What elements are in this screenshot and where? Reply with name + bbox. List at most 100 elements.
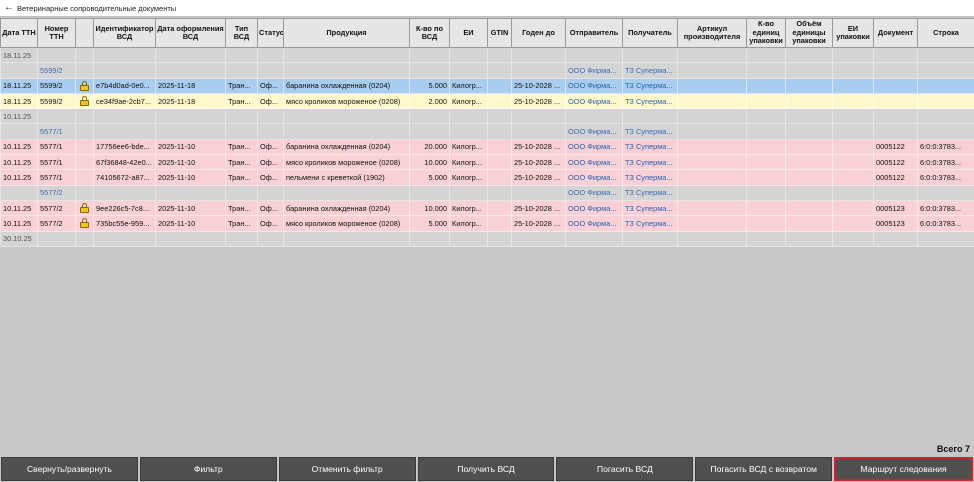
table-cell	[487, 92, 512, 110]
redeem-vsd-button[interactable]: Погасить ВСД	[556, 457, 694, 481]
table-cell	[832, 230, 874, 247]
table-cell	[677, 92, 747, 110]
column-header[interactable]: Дата оформления ВСД	[155, 18, 226, 48]
table-cell: Оф...	[257, 77, 284, 94]
table-cell: пельмени с креветкой (1902)	[283, 169, 410, 186]
table-cell	[677, 184, 747, 201]
table-cell: Оф...	[257, 199, 284, 217]
filter-button[interactable]: Фильтр	[139, 457, 277, 481]
column-header[interactable]: Документ	[873, 18, 918, 48]
column-header[interactable]: Дата ТТН	[0, 18, 38, 48]
column-header[interactable]: Годен до	[511, 18, 566, 48]
table-cell	[487, 138, 512, 156]
date-group-row[interactable]: 30.10.25	[0, 230, 974, 247]
ttn-group-row[interactable]: 5599/2 ООО Фирма... ТЗ Суперма...	[0, 62, 974, 79]
table-cell	[155, 108, 226, 125]
table-cell	[917, 62, 974, 79]
table-cell	[785, 215, 833, 232]
column-header[interactable]: Статус	[257, 18, 284, 48]
table-cell	[257, 184, 284, 201]
column-header[interactable]: Артикул производителя	[677, 18, 747, 48]
table-cell: ООО Фирма...	[565, 92, 623, 110]
table-cell	[917, 46, 974, 64]
column-header[interactable]: К-во по ВСД	[409, 18, 450, 48]
table-cell	[37, 230, 76, 247]
table-cell	[225, 46, 258, 64]
table-cell: Килогр...	[449, 154, 488, 171]
table-cell	[832, 169, 874, 186]
column-header[interactable]: GTIN	[487, 18, 512, 48]
table-cell	[409, 184, 450, 201]
table-cell: 9ee226c5-7c8...	[93, 199, 156, 217]
column-header[interactable]: Тип ВСД	[225, 18, 258, 48]
column-header[interactable]: Получатель	[622, 18, 678, 48]
table-cell	[409, 62, 450, 79]
table-cell: 5599/2	[37, 92, 76, 110]
table-cell	[155, 62, 226, 79]
table-cell: ТЗ Суперма...	[622, 92, 678, 110]
column-header[interactable]	[75, 18, 94, 48]
column-header[interactable]: Строка	[917, 18, 974, 48]
table-row[interactable]: 10.11.25 5577/1 67f36848-42e0... 2025-11-10…	[0, 154, 974, 171]
table-cell: 10.11.25	[0, 199, 38, 217]
date-group-row[interactable]: 18.11.25	[0, 46, 974, 64]
ttn-group-row[interactable]: 5577/2 ООО Фирма... ТЗ Суперма...	[0, 184, 974, 201]
table-cell	[677, 46, 747, 64]
table-cell	[565, 230, 623, 247]
table-cell: Оф...	[257, 169, 284, 186]
table-cell	[487, 154, 512, 171]
table-row[interactable]: 10.11.25 5577/1 17756ee6-bde... 2025-11-10 Т…	[0, 138, 974, 156]
column-header[interactable]: Идентификатор ВСД	[93, 18, 156, 48]
table-cell	[409, 46, 450, 64]
vsd-grid-container[interactable]: Дата ТТН Номер ТТН Идентификатор ВСД Дата о…	[0, 18, 974, 446]
ttn-group-row[interactable]: 5577/1 ООО Фирма... ТЗ Суперма...	[0, 123, 974, 140]
column-header[interactable]: Номер ТТН	[37, 18, 76, 48]
table-cell	[677, 154, 747, 171]
table-cell	[873, 184, 918, 201]
get-vsd-button[interactable]: Получить ВСД	[417, 457, 555, 481]
table-cell	[832, 138, 874, 156]
column-header[interactable]: ЕИ упаковки	[832, 18, 874, 48]
column-header[interactable]: Продукция	[283, 18, 410, 48]
table-cell	[746, 169, 786, 186]
column-header[interactable]: Отправитель	[565, 18, 623, 48]
table-cell	[511, 46, 566, 64]
table-cell	[565, 46, 623, 64]
table-cell	[257, 123, 284, 140]
table-cell	[622, 46, 678, 64]
column-header[interactable]: ЕИ	[449, 18, 488, 48]
column-header[interactable]: Объём единицы упаковки	[785, 18, 833, 48]
table-cell	[93, 108, 156, 125]
table-cell	[75, 92, 94, 110]
date-group-row[interactable]: 10.11.25	[0, 108, 974, 125]
collapse-expand-button[interactable]: Свернуть/развернуть	[1, 457, 138, 481]
route-button[interactable]: Маршрут следования	[834, 457, 974, 481]
column-header[interactable]: К-во единиц упаковки	[746, 18, 786, 48]
table-cell	[832, 62, 874, 79]
table-cell	[75, 138, 94, 156]
table-row[interactable]: 18.11.25 5599/2 ce34f9ae-2cb7... 2025-11-18…	[0, 92, 974, 110]
table-row[interactable]: 10.11.25 5577/2 735bc55e-959... 2025-11-10 Т…	[0, 215, 974, 232]
arrow-left-icon[interactable]: ←	[4, 2, 14, 13]
table-cell: 74105672-a87...	[93, 169, 156, 186]
table-cell	[449, 108, 488, 125]
redeem-vsd-return-button[interactable]: Погасить ВСД с возвратом	[695, 457, 833, 481]
table-cell	[225, 62, 258, 79]
table-cell	[449, 123, 488, 140]
table-row[interactable]: 18.11.25 5599/2 e7b4d0ad-0e0... 2025-11-18 Т…	[0, 77, 974, 94]
table-cell	[746, 123, 786, 140]
table-cell: ТЗ Суперма...	[622, 215, 678, 232]
cancel-filter-button[interactable]: Отменить фильтр	[278, 457, 416, 481]
table-cell	[832, 92, 874, 110]
table-row[interactable]: 10.11.25 5577/2 9ee226c5-7c8... 2025-11-10 Т…	[0, 199, 974, 217]
table-row[interactable]: 10.11.25 5577/1 74105672-a87... 2025-11-10 Т…	[0, 169, 974, 186]
table-cell: 5.000	[409, 215, 450, 232]
table-cell	[449, 184, 488, 201]
table-cell: Оф...	[257, 92, 284, 110]
table-cell	[75, 215, 94, 232]
table-cell	[155, 123, 226, 140]
button-bar: Свернуть/развернуть Фильтр Отменить фильтр…	[0, 456, 974, 482]
table-cell: Тран...	[225, 199, 258, 217]
table-cell	[511, 230, 566, 247]
table-cell	[283, 108, 410, 125]
